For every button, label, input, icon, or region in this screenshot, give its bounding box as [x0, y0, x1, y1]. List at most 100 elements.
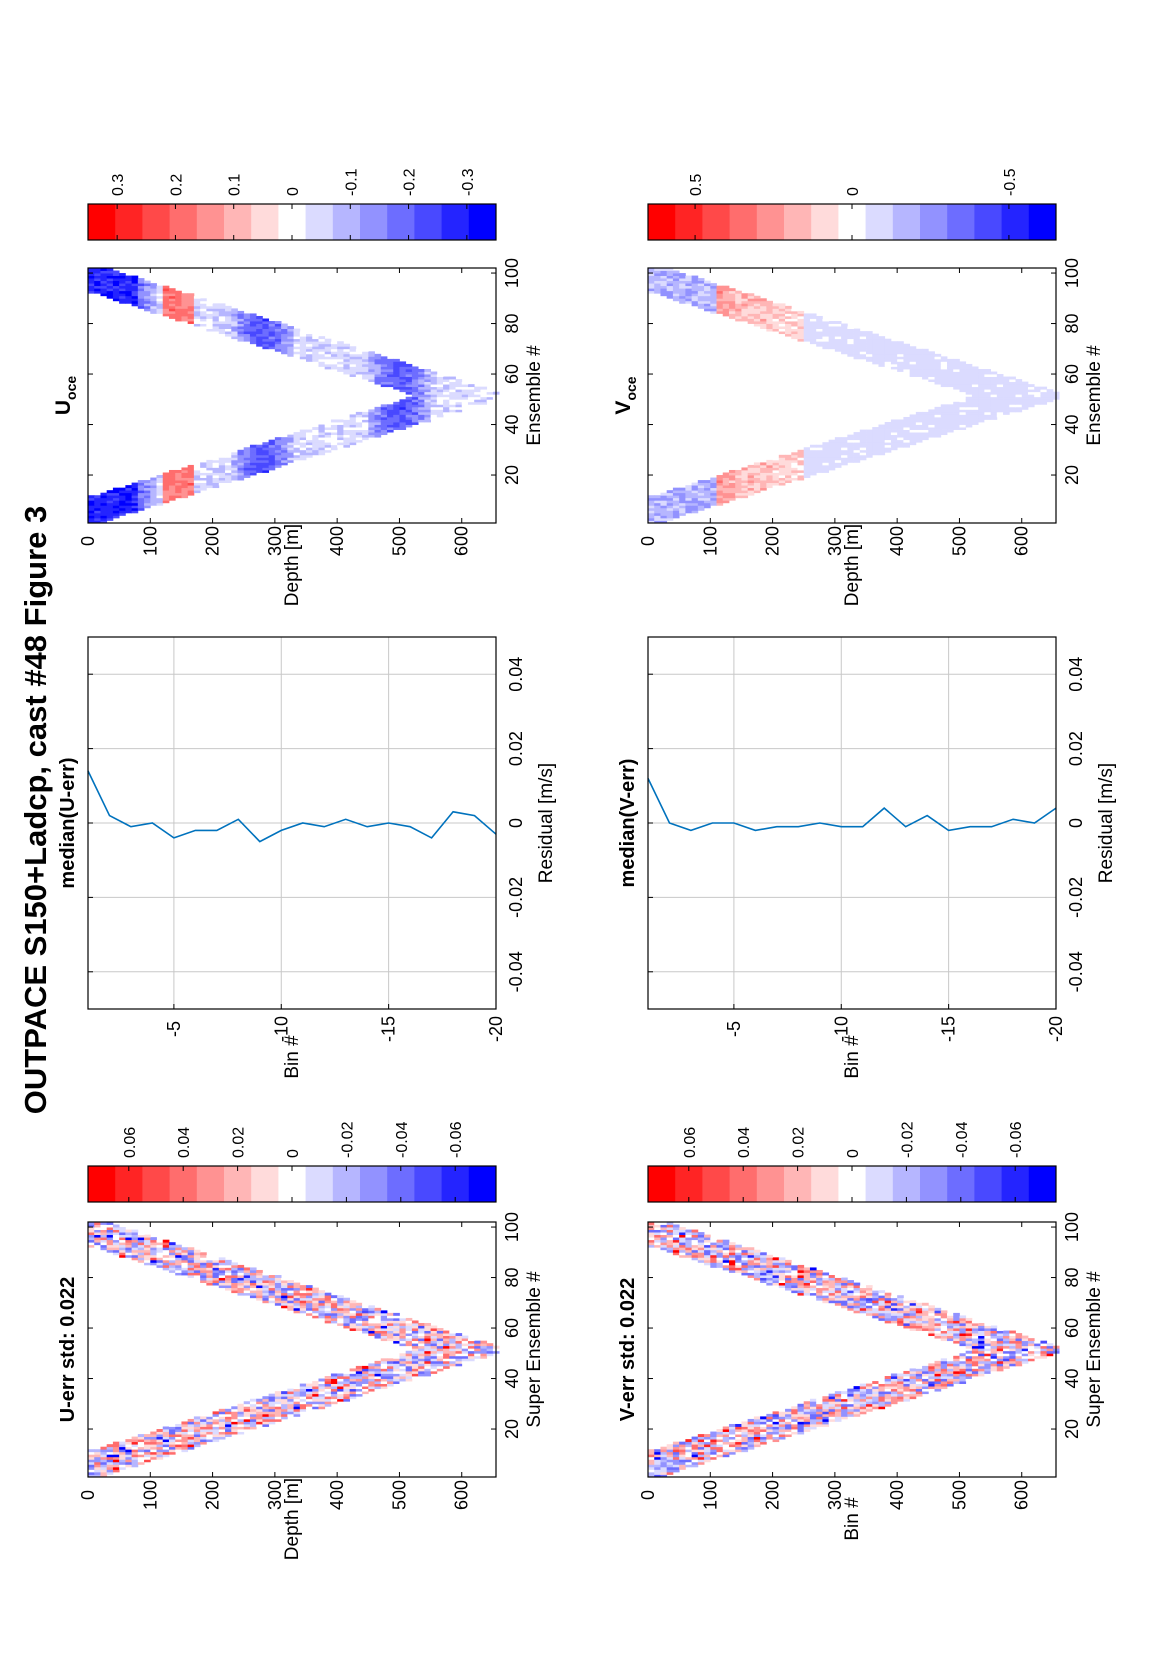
heatmap-cell [343, 419, 351, 423]
heatmap-cell [411, 368, 419, 372]
heatmap-cell [467, 1338, 475, 1342]
heatmap-cell [760, 1423, 767, 1427]
heatmap-cell [984, 1333, 991, 1337]
heatmap-cell [424, 1345, 431, 1349]
heatmap-cell [741, 1421, 749, 1425]
heatmap-cell [418, 1355, 425, 1359]
heatmap-cell [187, 1249, 195, 1253]
heatmap-cell [144, 283, 151, 287]
colorbar-step [169, 1166, 198, 1202]
heatmap-cell [374, 366, 382, 370]
heatmap-cell [374, 1312, 382, 1316]
heatmap-cell [349, 1388, 357, 1392]
heatmap-cell [349, 348, 357, 352]
heatmap-cell [112, 295, 120, 299]
heatmap-cell [231, 1277, 238, 1281]
y-tick-label: 300 [265, 1480, 285, 1510]
heatmap-cell [249, 1416, 257, 1420]
heatmap-cell [206, 462, 213, 466]
heatmap-cell [443, 1358, 450, 1362]
heatmap-cell [306, 353, 313, 357]
heatmap-cell [753, 1277, 761, 1281]
heatmap-cell [324, 444, 332, 448]
heatmap-cell [685, 1247, 693, 1251]
heatmap-cell [374, 416, 382, 420]
heatmap-cell [168, 1249, 176, 1253]
heatmap-cell [430, 376, 438, 380]
heatmap-cell [94, 1232, 101, 1236]
heatmap-cell [231, 1280, 238, 1283]
heatmap-cell [772, 467, 780, 471]
heatmap-cell [772, 1257, 780, 1261]
heatmap-cell [710, 485, 717, 489]
heatmap-cell [753, 1252, 761, 1256]
heatmap-cell [349, 1393, 357, 1397]
heatmap-cell [672, 500, 680, 504]
heatmap-cell [660, 1247, 668, 1251]
heatmap-cell [828, 452, 836, 456]
heatmap-cell [884, 447, 892, 451]
heatmap-cell [137, 288, 145, 292]
heatmap-cell [206, 1439, 213, 1443]
y-tick-label: 200 [203, 526, 223, 556]
heatmap-cell [828, 1393, 836, 1397]
heatmap-cell [318, 1292, 326, 1296]
heatmap-cell [766, 1418, 773, 1422]
heatmap-cell [88, 495, 95, 499]
heatmap-cell [480, 386, 488, 390]
heatmap-cell [168, 1439, 176, 1443]
heatmap-cell [187, 1436, 195, 1440]
heatmap-cell [436, 411, 444, 415]
heatmap-cell [803, 1272, 811, 1276]
heatmap-cell [137, 1257, 145, 1261]
heatmap-cell [747, 482, 755, 486]
heatmap-cell [243, 1406, 251, 1410]
heatmap-cell [672, 1229, 680, 1233]
heatmap-cell [274, 1287, 282, 1291]
heatmap-cell [330, 424, 338, 428]
heatmap-cell [150, 1441, 157, 1445]
heatmap-cell [162, 1431, 170, 1435]
heatmap-cell [928, 1322, 935, 1326]
heatmap-cell [393, 379, 400, 383]
heatmap-cell [212, 1434, 220, 1438]
heatmap-cell [112, 280, 120, 284]
heatmap-cell [866, 1393, 873, 1397]
heatmap-cell [237, 331, 245, 335]
heatmap-cell [349, 1320, 357, 1324]
heatmap-cell [884, 1320, 892, 1324]
heatmap-cell [324, 437, 332, 441]
heatmap-cell [306, 1285, 313, 1289]
heatmap-cell [156, 495, 164, 499]
heatmap-cell [990, 1343, 998, 1347]
heatmap-cell [716, 497, 724, 501]
heatmap-cell [119, 295, 126, 299]
heatmap-cell [449, 1348, 456, 1352]
heatmap-cell [249, 336, 257, 340]
heatmap-cell [193, 490, 201, 494]
heatmap-cell [903, 1398, 911, 1402]
heatmap-cell [380, 432, 388, 436]
heatmap-cell [380, 368, 388, 372]
heatmap-cell [355, 1315, 363, 1319]
heatmap-cell [648, 507, 655, 511]
heatmap-cell [897, 1305, 904, 1309]
heatmap-cell [94, 1461, 101, 1465]
heatmap-cell [175, 1446, 182, 1450]
heatmap-cell [841, 444, 848, 448]
heatmap-cell [299, 1386, 307, 1390]
heatmap-cell [88, 497, 95, 501]
heatmap-cell [343, 1373, 351, 1377]
heatmap-cell [853, 1386, 861, 1390]
heatmap-cell [735, 1247, 742, 1251]
heatmap-cell [841, 1290, 848, 1294]
heatmap-cell [156, 308, 164, 312]
heatmap-cell [368, 422, 375, 425]
heatmap-cell [909, 1328, 917, 1331]
heatmap-cell [274, 452, 282, 456]
heatmap-cell [262, 326, 270, 329]
heatmap-cell [405, 1345, 413, 1349]
heatmap-cell [853, 1297, 861, 1301]
heatmap-cell [218, 1262, 226, 1266]
